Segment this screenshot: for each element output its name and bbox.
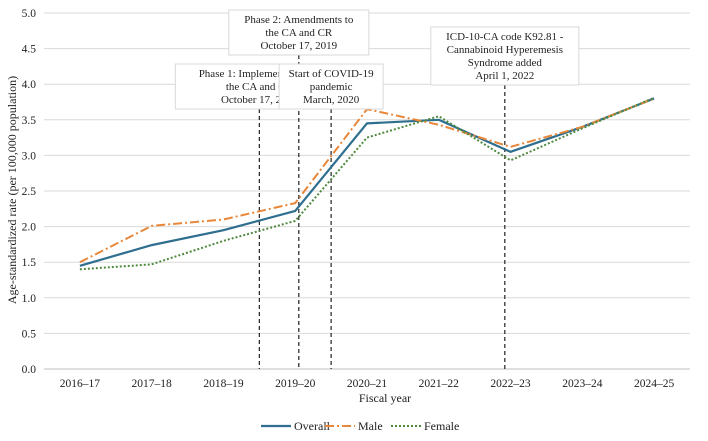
annotation-text: Phase 2: Amendments to — [244, 14, 354, 26]
x-tick-labels: 2016–17 2017–18 2018–19 2019–20 2020–21 2021–… — [60, 378, 675, 390]
x-axis-title: Fiscal year — [359, 391, 411, 405]
y-axis-title: Age-standardized rate (per 100,000 popul… — [5, 76, 19, 304]
annotation-box — [430, 26, 580, 86]
y-tick-label: 0.0 — [22, 364, 37, 376]
y-tick-label: 4.0 — [22, 79, 37, 91]
x-tick-label: 2017–18 — [132, 378, 173, 390]
x-tick-label: 2018–19 — [203, 378, 244, 390]
annotation-text: October 17, 2019 — [260, 40, 337, 52]
annotation-text: Cannabinoid Hyperemesis — [447, 44, 563, 56]
y-tick-label: 2.0 — [22, 222, 37, 234]
x-tick-label: 2024–25 — [634, 378, 675, 390]
y-tick-label: 1.5 — [22, 257, 37, 269]
y-tick-label: 0.5 — [22, 328, 37, 340]
legend-label: Overall — [294, 419, 331, 433]
annotation-text: March, 2020 — [303, 94, 360, 106]
y-tick-label: 4.5 — [22, 44, 37, 56]
legend-label: Male — [358, 419, 383, 433]
annotation-text: April 1, 2022 — [475, 70, 534, 82]
annotation-box — [278, 63, 384, 110]
x-tick-label: 2021–22 — [419, 378, 460, 390]
y-tick-labels: 0.0 0.5 1.0 1.5 2.0 2.5 3.0 3.5 4.0 4.5 5.0 — [22, 8, 37, 376]
annotation-text: the CA and CR — [265, 27, 333, 39]
y-tick-label: 2.5 — [22, 186, 37, 198]
x-tick-label: 2020–21 — [347, 378, 388, 390]
annotation-box — [228, 9, 370, 56]
x-tick-label: 2022–23 — [490, 378, 531, 390]
annotation-text: Syndrome added — [468, 57, 543, 69]
annotation-text: ICD-10-CA code K92.81 - — [446, 31, 564, 43]
x-tick-label: 2016–17 — [60, 378, 101, 390]
series-lines — [79, 96, 655, 271]
x-tick-label: 2019–20 — [275, 378, 316, 390]
y-tick-label: 1.0 — [22, 293, 37, 305]
annotation-text: Start of COVID-19 — [289, 68, 374, 80]
y-tick-label: 3.0 — [22, 150, 37, 162]
y-tick-label: 5.0 — [22, 8, 37, 20]
annotation-text: the CA and CR — [226, 81, 294, 93]
x-tick-label: 2023–24 — [562, 378, 603, 390]
y-tick-label: 3.5 — [22, 115, 37, 127]
series-line-overall — [79, 97, 655, 267]
series-line-female — [79, 96, 655, 271]
legend: Overall Male Female — [261, 419, 459, 433]
legend-label: Female — [424, 419, 459, 433]
annotation-text: pandemic — [310, 81, 353, 93]
